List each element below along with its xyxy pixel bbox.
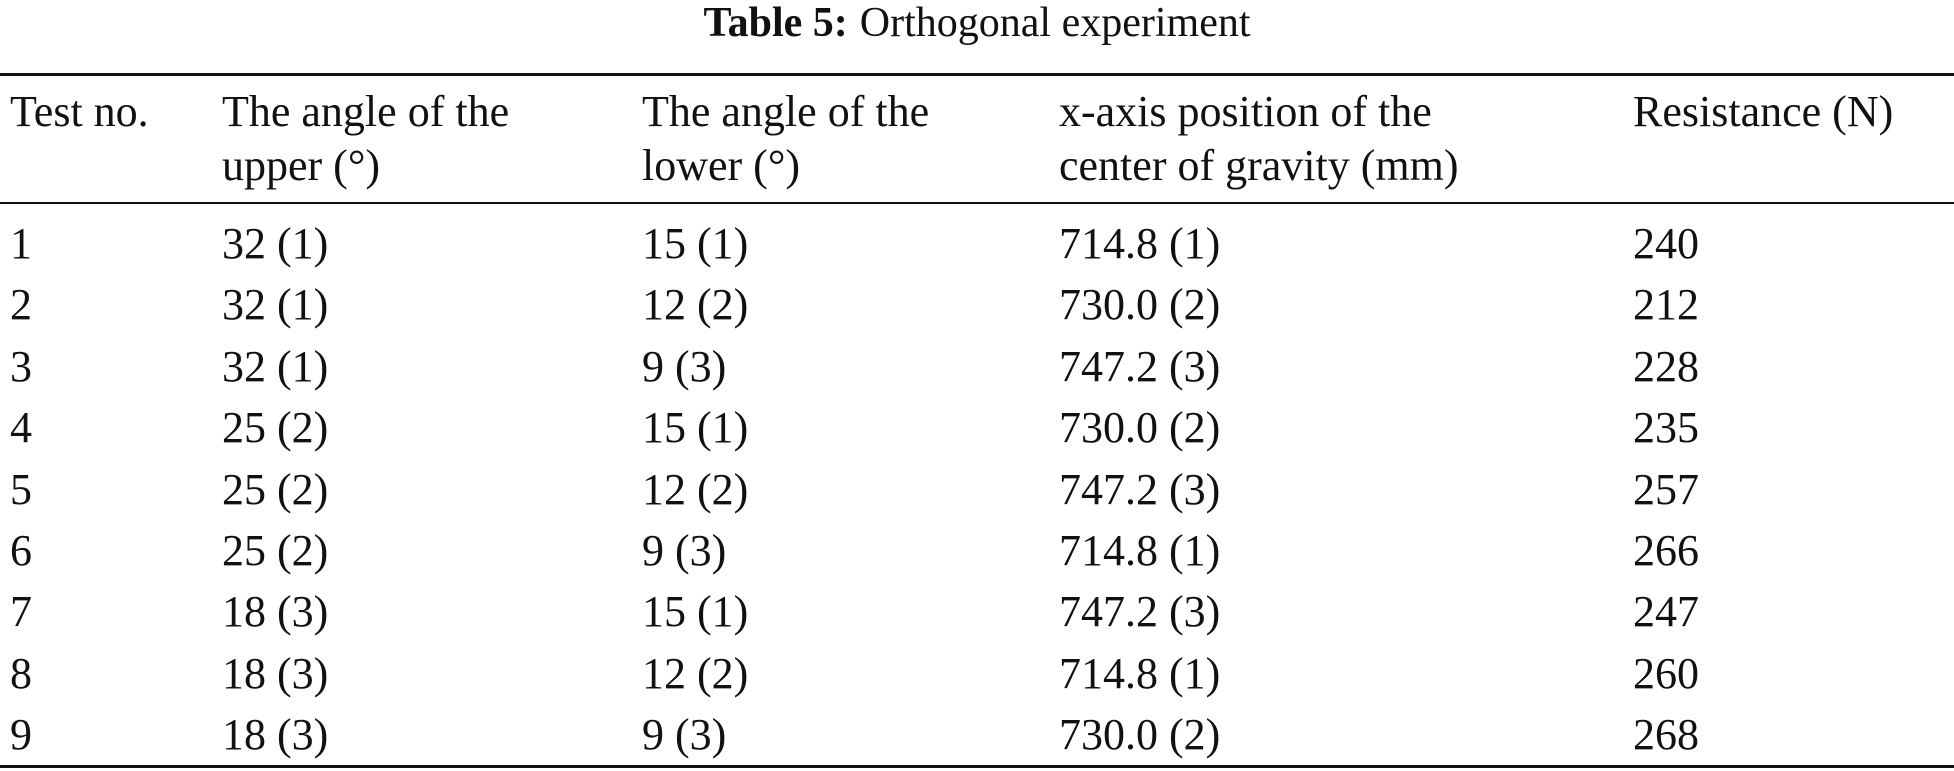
table-cell: 25 (2) xyxy=(222,464,329,514)
table-cell: 747.2 (3) xyxy=(1059,341,1221,391)
table-cell: 18 (3) xyxy=(222,587,329,637)
header-cell: lower (°) xyxy=(642,141,801,190)
table-cell: 25 (2) xyxy=(222,403,329,453)
header-cell: x-axis position of the xyxy=(1059,87,1432,136)
table-cell: 18 (3) xyxy=(222,648,329,698)
table-cell: 268 xyxy=(1633,710,1699,760)
table-cell: 8 xyxy=(10,648,32,698)
table-cell: 714.8 (1) xyxy=(1059,526,1221,575)
table-cell: 260 xyxy=(1633,648,1699,698)
table-cell: 18 (3) xyxy=(222,710,329,760)
header-rule xyxy=(0,202,1954,204)
table-cell: 12 (2) xyxy=(642,464,749,514)
table-cell: 257 xyxy=(1633,464,1699,514)
table-cell: 9 (3) xyxy=(642,710,727,760)
header-cell: The angle of the xyxy=(222,87,510,136)
table-cell: 9 (3) xyxy=(642,341,727,391)
top-rule xyxy=(0,73,1954,76)
header-cell: Test no. xyxy=(10,87,149,136)
table-cell: 5 xyxy=(10,464,32,514)
header-cell: Resistance (N) xyxy=(1633,87,1894,136)
table-cell: 2 xyxy=(10,280,32,330)
table-cell: 6 xyxy=(10,526,32,575)
table-cell: 25 (2) xyxy=(222,526,329,575)
table-cell: 15 (1) xyxy=(642,587,749,637)
table-cell: 15 (1) xyxy=(642,219,749,268)
table-cell: 240 xyxy=(1633,219,1699,268)
bottom-rule xyxy=(0,765,1954,768)
table-cell: 12 (2) xyxy=(642,280,749,330)
caption-label: Table 5: xyxy=(703,0,848,46)
table-cell: 266 xyxy=(1633,526,1699,575)
table-cell: 235 xyxy=(1633,403,1699,453)
table-cell: 228 xyxy=(1633,341,1699,391)
header-cell: The angle of the xyxy=(642,87,930,136)
table-cell: 7 xyxy=(10,587,32,637)
table-cell: 12 (2) xyxy=(642,648,749,698)
table-cell: 714.8 (1) xyxy=(1059,219,1221,268)
table-cell: 3 xyxy=(10,341,32,391)
table-cell: 212 xyxy=(1633,280,1699,330)
table-cell: 32 (1) xyxy=(222,280,329,330)
table-cell: 1 xyxy=(10,219,32,268)
table-cell: 730.0 (2) xyxy=(1059,280,1221,330)
table-cell: 747.2 (3) xyxy=(1059,464,1221,514)
table-cell: 247 xyxy=(1633,587,1699,637)
table-cell: 9 xyxy=(10,710,32,760)
caption-text: Orthogonal experiment xyxy=(859,0,1251,46)
table-caption: Table 5: Orthogonal experiment xyxy=(0,0,1954,46)
header-cell: upper (°) xyxy=(222,141,381,190)
table-cell: 9 (3) xyxy=(642,526,727,575)
table-cell: 32 (1) xyxy=(222,341,329,391)
table-cell: 747.2 (3) xyxy=(1059,587,1221,637)
table-cell: 730.0 (2) xyxy=(1059,403,1221,453)
table-cell: 714.8 (1) xyxy=(1059,648,1221,698)
header-cell: center of gravity (mm) xyxy=(1059,141,1459,190)
table-cell: 730.0 (2) xyxy=(1059,710,1221,760)
table-cell: 32 (1) xyxy=(222,219,329,268)
table-cell: 15 (1) xyxy=(642,403,749,453)
table-cell: 4 xyxy=(10,403,32,453)
